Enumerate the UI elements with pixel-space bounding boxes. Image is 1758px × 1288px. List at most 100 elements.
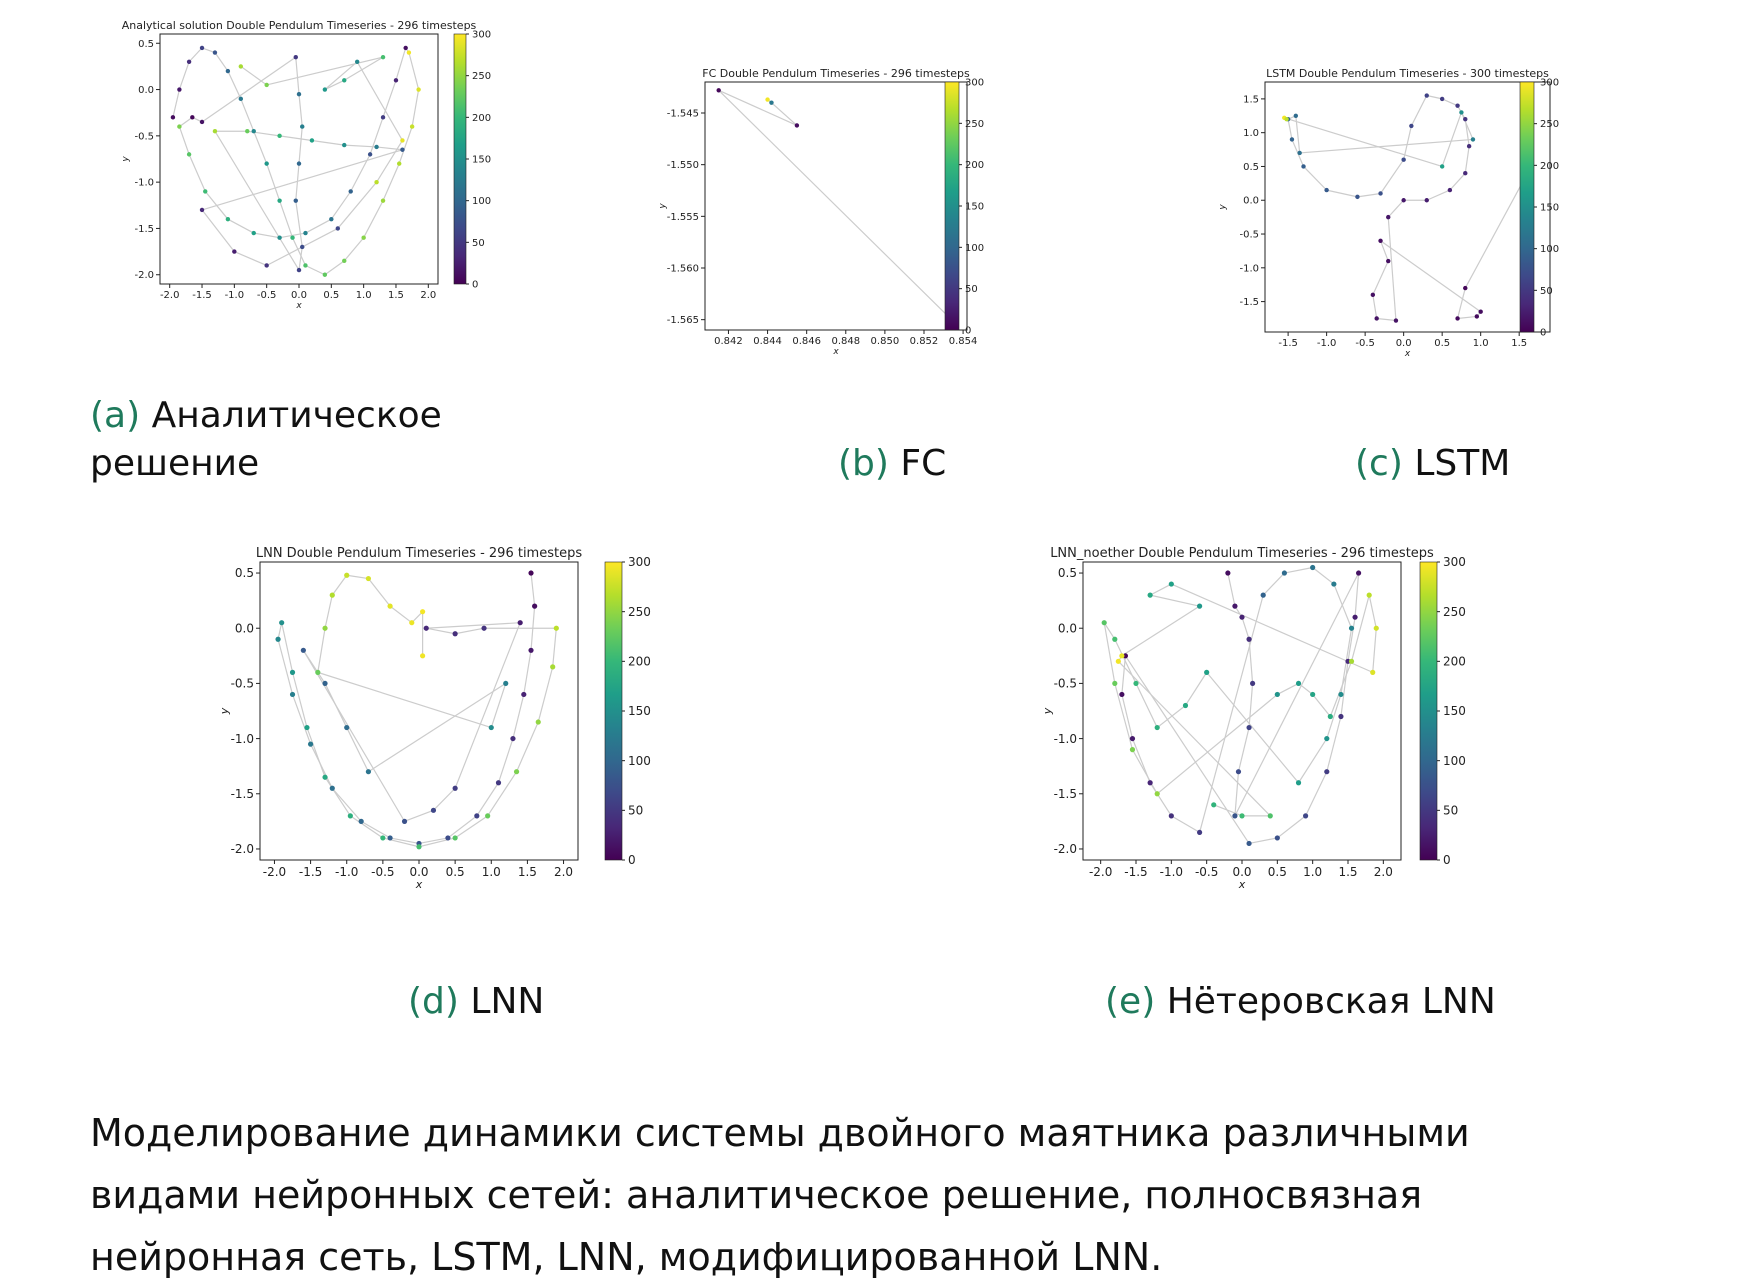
trajectory-segment — [1287, 119, 1293, 140]
trajectory-segment — [537, 666, 554, 723]
trajectory-segment — [1121, 655, 1126, 695]
caption-c-label: (c) — [1355, 443, 1403, 484]
chart-b: FC Double Pendulum Timeseries - 296 time… — [658, 67, 984, 357]
trajectory-segment — [718, 89, 798, 126]
trajectory-segment — [291, 237, 307, 266]
y-tick-label: -1.560 — [667, 264, 699, 275]
colorbar-tick-label: 300 — [965, 78, 984, 89]
data-point — [296, 91, 302, 97]
y-tick-label: -2.0 — [134, 270, 154, 281]
data-point — [329, 592, 335, 598]
data-point — [300, 647, 306, 653]
trajectory-segment — [1312, 694, 1331, 717]
data-point — [225, 68, 231, 74]
data-point — [1112, 680, 1118, 687]
data-point — [322, 87, 328, 92]
trajectory-segment — [1449, 172, 1466, 191]
data-point — [1303, 813, 1309, 819]
trajectory-segment — [516, 721, 539, 772]
colorbar-tick-label: 250 — [1540, 119, 1559, 130]
trajectory-segment — [411, 89, 420, 127]
data-point — [1129, 735, 1136, 742]
trajectory-segment — [454, 815, 488, 839]
trajectory-segment — [1103, 622, 1116, 684]
trajectory-segment — [295, 200, 303, 248]
trajectory-segment — [718, 89, 950, 319]
x-tick-label: 0.0 — [1396, 338, 1412, 349]
trajectory-segment — [305, 264, 326, 276]
y-tick-label: -1.0 — [1239, 263, 1259, 274]
colorbar-tick-label: 250 — [628, 605, 651, 619]
data-point — [322, 774, 328, 780]
trajectory-segment — [306, 727, 326, 778]
trajectory-segment — [369, 117, 384, 155]
x-tick-label: -1.0 — [335, 865, 358, 879]
y-axis-label: y — [121, 156, 131, 163]
x-tick-label: 0.844 — [753, 336, 782, 347]
data-point — [416, 844, 422, 850]
data-point — [409, 620, 415, 626]
data-point — [1246, 840, 1252, 847]
trajectory-segment — [1380, 159, 1405, 194]
data-point — [1386, 258, 1391, 264]
y-tick-label: -1.555 — [667, 212, 699, 223]
colorbar-tick-label: 150 — [1443, 704, 1466, 718]
x-tick-label: 0.5 — [446, 865, 465, 879]
trajectory-segment — [1276, 815, 1306, 839]
data-point — [342, 142, 347, 148]
y-tick-label: 0.0 — [138, 85, 154, 96]
trajectory-segment — [214, 130, 300, 271]
trajectory-segment — [266, 163, 281, 201]
trajectory-segment — [367, 578, 391, 607]
data-point — [303, 263, 308, 268]
data-point — [199, 207, 205, 213]
data-point — [1378, 191, 1383, 196]
caption-a-text-line2: решение — [90, 443, 260, 484]
trajectory-segment — [382, 80, 397, 118]
colorbar-tick-label: 0 — [628, 853, 636, 867]
data-point — [232, 249, 237, 254]
trajectory-segment — [1199, 594, 1264, 833]
data-point — [1284, 116, 1289, 122]
data-point — [1352, 614, 1358, 620]
data-point — [1474, 314, 1480, 319]
data-point — [199, 45, 205, 51]
trajectory-segment — [1441, 112, 1462, 167]
data-point — [1310, 564, 1316, 571]
data-point — [1232, 603, 1238, 609]
trajectory-segment — [1241, 617, 1250, 640]
data-point — [1154, 724, 1160, 731]
trajectory-segment — [1121, 694, 1134, 739]
data-point — [380, 198, 386, 203]
trajectory-segment — [1426, 94, 1443, 100]
trajectory-segment — [330, 191, 352, 220]
trajectory-segment — [1131, 749, 1158, 795]
data-point — [1463, 116, 1468, 122]
data-point — [1204, 669, 1210, 675]
data-point — [170, 115, 176, 120]
data-point — [1289, 137, 1295, 142]
data-point — [1327, 713, 1333, 720]
x-tick-label: -1.0 — [1160, 865, 1183, 879]
trajectory-segment — [1171, 583, 1373, 673]
x-tick-label: 2.0 — [554, 865, 573, 879]
data-point — [794, 123, 800, 128]
data-point — [550, 664, 556, 670]
trajectory-segment — [1248, 683, 1254, 728]
data-point — [1211, 802, 1217, 808]
colorbar-tick-label: 50 — [472, 238, 485, 249]
x-tick-label: 0.848 — [831, 336, 860, 347]
y-tick-label: 0.0 — [235, 621, 254, 635]
data-point — [1466, 143, 1472, 149]
trajectory-segment — [279, 135, 313, 142]
data-point — [488, 724, 494, 731]
caption-b-label: (b) — [838, 443, 889, 484]
data-point — [1348, 625, 1355, 631]
data-point — [1147, 780, 1153, 786]
colorbar-tick-label: 100 — [1443, 754, 1466, 768]
data-point — [380, 115, 386, 120]
data-point — [403, 45, 408, 51]
data-point — [1463, 171, 1468, 176]
data-point — [474, 813, 480, 819]
trajectory-segment — [356, 61, 403, 141]
